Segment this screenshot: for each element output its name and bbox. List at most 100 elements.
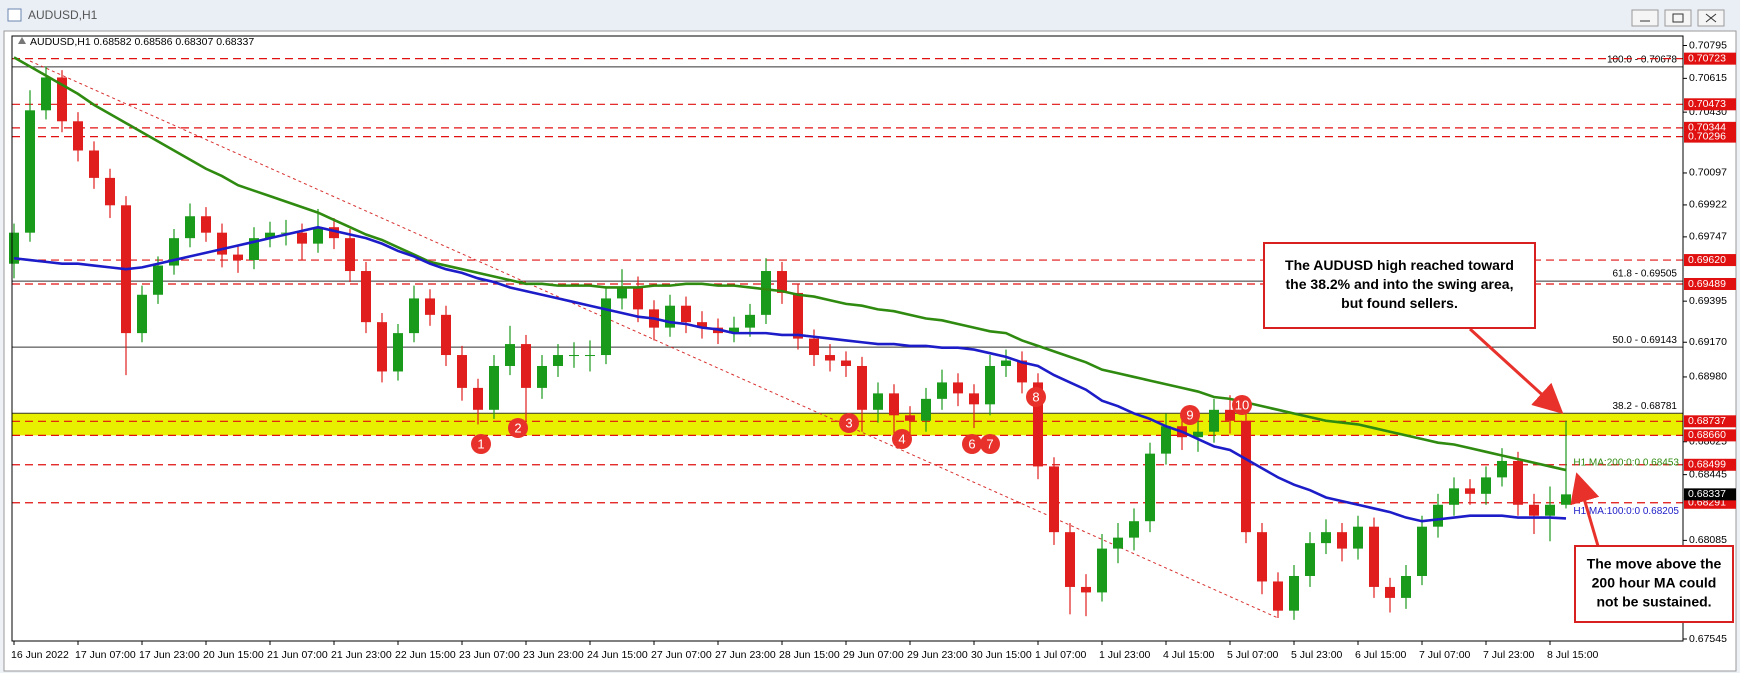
y-tick-label: 0.69395 [1689,295,1727,307]
symbol-icon [18,37,26,44]
fib-label: 100.0 - 0.70678 [1607,55,1677,66]
candle-body [873,393,883,410]
level-tag [1684,52,1736,65]
candle-body [617,287,627,299]
candle-body [1161,426,1171,454]
candle-body [809,338,819,356]
x-tick-label: 27 Jun 07:00 [651,649,712,661]
chart-header: AUDUSD,H1 0.68582 0.68586 0.68307 0.6833… [30,36,254,48]
candle-body [185,216,195,239]
y-tick-label: 0.70795 [1689,39,1727,51]
fib-label: 61.8 - 0.69505 [1613,269,1678,280]
candle-body [969,393,979,405]
x-tick-label: 17 Jun 23:00 [139,649,200,661]
candle-body [937,382,947,399]
candle-body [73,121,83,151]
x-tick-label: 28 Jun 15:00 [779,649,840,661]
x-tick-label: 1 Jul 07:00 [1035,649,1087,661]
candle-body [1049,466,1059,533]
candle-body [1321,532,1331,544]
level-tag [1684,415,1736,428]
candle-body [681,305,691,323]
candle-body [921,398,931,421]
minimize-button[interactable] [1631,9,1659,27]
level-tag-label: 0.70473 [1688,98,1726,110]
annotation-text: not be sustained. [1596,594,1711,610]
moving-average [13,225,1567,523]
candle-body [1513,460,1523,505]
candle-body [793,292,803,339]
candle-body [857,365,867,410]
candle-body [89,150,99,178]
candle-body [473,387,483,410]
y-tick-label: 0.67545 [1689,633,1727,645]
candle-body [729,327,739,334]
candle-body [25,110,35,233]
level-tag-label: 0.70296 [1688,130,1726,142]
candle-body [1305,543,1315,576]
annotation-text: but found sellers. [1341,295,1458,311]
plot: 0.707950.706150.704300.700970.699220.697… [9,39,1736,661]
candle-body [1561,494,1571,505]
candle-body [521,344,531,388]
x-tick-label: 7 Jul 07:00 [1419,649,1471,661]
candle-body [665,305,675,328]
candle-body [1081,586,1091,593]
y-tick-label: 0.68980 [1689,371,1727,383]
plot-border [11,35,1684,642]
candle-body [1145,453,1155,522]
level-tag [1684,277,1736,290]
ma-label: H1 MA:200:0:0 0.68453 [1573,458,1679,469]
candle-body [345,238,355,272]
candle-body [777,271,787,293]
swing-marker-label: 6 [968,436,975,451]
candle-body [169,238,179,266]
candle-body [761,271,771,315]
x-tick-label: 7 Jul 23:00 [1483,649,1535,661]
candle-body [585,355,595,357]
candle-body [1209,409,1219,432]
candle-body [313,227,323,244]
chart-area [3,30,1737,672]
candle-body [745,314,755,328]
x-tick-label: 16 Jun 2022 [11,649,69,661]
candle-body [233,254,243,261]
swing-marker-label: 7 [986,436,993,451]
candle-body [825,355,835,361]
annotation-text: The move above the [1587,556,1722,572]
y-tick-label: 0.70615 [1689,72,1727,84]
candle-body [1193,431,1203,438]
level-tag [1684,98,1736,111]
candle-body [489,365,499,410]
annotation-text: 200 hour MA could [1592,575,1717,591]
candle-body [569,355,579,357]
swing-marker [471,434,491,454]
annotation-arrow [1468,327,1564,415]
swing-marker-label: 2 [514,420,521,435]
level-tag [1684,254,1736,267]
candle-body [217,232,227,255]
candle-body [1369,526,1379,587]
title-bar [0,0,1740,30]
fib-label: 50.0 - 0.69143 [1613,335,1678,346]
candle-body [1353,526,1363,549]
candle-body [425,298,435,315]
swing-marker [962,434,982,454]
x-tick-label: 23 Jun 07:00 [459,649,520,661]
x-tick-label: 1 Jul 23:00 [1099,649,1151,661]
level-tag [1684,458,1736,471]
candle-body [601,298,611,356]
maximize-button[interactable] [1664,9,1692,27]
candle-body [537,365,547,388]
y-tick-label: 0.68445 [1689,468,1727,480]
annotation-text: The AUDUSD high reached toward [1285,257,1514,273]
candle-body [1033,382,1043,467]
candle-body [201,216,211,233]
x-tick-label: 29 Jun 07:00 [843,649,904,661]
candle-body [297,232,307,244]
x-tick-label: 21 Jun 23:00 [331,649,392,661]
candle-body [9,232,19,264]
level-tag [1684,429,1736,442]
candle-body [953,382,963,394]
x-tick-label: 23 Jun 23:00 [523,649,584,661]
